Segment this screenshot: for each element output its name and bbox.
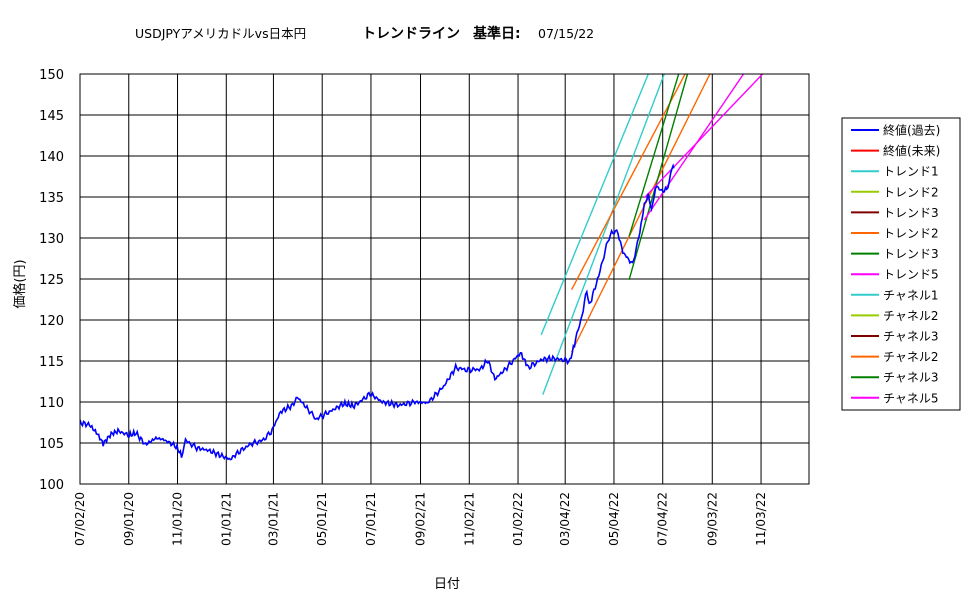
legend: 終値(過去) 終値(未来) トレンド1 トレンド2 トレンド3 トレンド2 トレンド3 トレン… [841, 117, 961, 411]
legend-label: チャネル3 [883, 330, 939, 344]
y-tick-label: 110 [39, 396, 64, 411]
y-tick-labels: 100 105 110 115 120 125 130 135 140 145 150 [39, 68, 64, 493]
series-layer [80, 74, 764, 461]
y-axis-label: 価格(円) [12, 259, 28, 308]
series-line-14 [643, 74, 764, 199]
legend-label: チャネル3 [883, 371, 939, 385]
series-line-9 [540, 74, 649, 336]
series-line-12 [570, 74, 686, 291]
y-tick-label: 140 [39, 150, 64, 165]
x-axis-label: 日付 [434, 577, 460, 592]
x-tick-label: 03/01/21 [266, 492, 280, 546]
series-line-13 [628, 74, 680, 237]
x-tick-label: 01/01/21 [219, 492, 233, 546]
series-line-3 [542, 74, 665, 395]
legend-label: 終値(未来) [883, 143, 940, 158]
title-label: トレンドライン [362, 26, 460, 42]
y-tick-label: 145 [39, 109, 64, 124]
y-tick-label: 125 [39, 273, 64, 288]
x-tick-label: 11/01/20 [171, 492, 185, 546]
x-tick-label: 09/01/20 [122, 492, 136, 546]
legend-label: トレンド1 [883, 165, 939, 179]
series-line-1 [80, 163, 675, 461]
chart-title: USDJPYアメリカドルvs日本円 トレンドライン 基準日: 07/15/22 [135, 25, 594, 42]
title-base-label: 基準日: [473, 25, 521, 42]
x-tick-label: 05/04/22 [607, 492, 621, 546]
x-tick-label: 09/02/21 [414, 492, 428, 546]
title-base-date: 07/15/22 [538, 26, 594, 41]
y-tick-label: 105 [39, 437, 64, 452]
series-line-8 [643, 74, 745, 221]
legend-label: 終値(過去) [883, 123, 940, 138]
legend-label: トレンド3 [883, 206, 939, 220]
legend-items: 終値(過去) 終値(未来) トレンド1 トレンド2 トレンド3 トレンド2 トレンド3 トレン… [851, 123, 940, 405]
y-tick-label: 120 [39, 314, 64, 329]
title-pair: USDJPYアメリカドルvs日本円 [135, 26, 306, 41]
legend-label: チャネル2 [883, 309, 939, 323]
legend-box [841, 117, 961, 411]
y-tick-label: 150 [39, 68, 64, 83]
y-tick-label: 135 [39, 191, 64, 206]
x-tick-label: 11/02/21 [462, 492, 476, 546]
x-tick-label: 05/01/21 [315, 492, 329, 546]
x-tick-label: 07/01/21 [364, 492, 378, 546]
y-tick-label: 115 [39, 355, 64, 370]
legend-label: チャネル2 [883, 350, 939, 364]
series-line-6 [570, 74, 711, 353]
legend-label: トレンド5 [883, 268, 939, 282]
y-tick-label: 100 [39, 478, 64, 493]
legend-label: トレンド2 [883, 185, 939, 199]
x-tick-label: 03/04/22 [558, 492, 572, 546]
legend-label: トレンド2 [883, 227, 939, 241]
plot-border [79, 73, 810, 485]
x-tick-label: 09/03/22 [705, 492, 719, 546]
series-line-7 [628, 74, 689, 280]
x-tick-label: 07/04/22 [656, 492, 670, 546]
x-tick-label: 01/02/22 [511, 492, 525, 546]
y-tick-label: 130 [39, 232, 64, 247]
legend-label: チャネル1 [883, 288, 939, 302]
x-tick-label: 07/02/20 [73, 492, 87, 546]
legend-label: チャネル5 [883, 391, 939, 405]
x-tick-labels: 07/02/20 09/01/20 11/01/20 01/01/21 03/01/21… [73, 492, 768, 546]
legend-label: トレンド3 [883, 247, 939, 261]
x-tick-label: 11/03/22 [754, 492, 768, 546]
